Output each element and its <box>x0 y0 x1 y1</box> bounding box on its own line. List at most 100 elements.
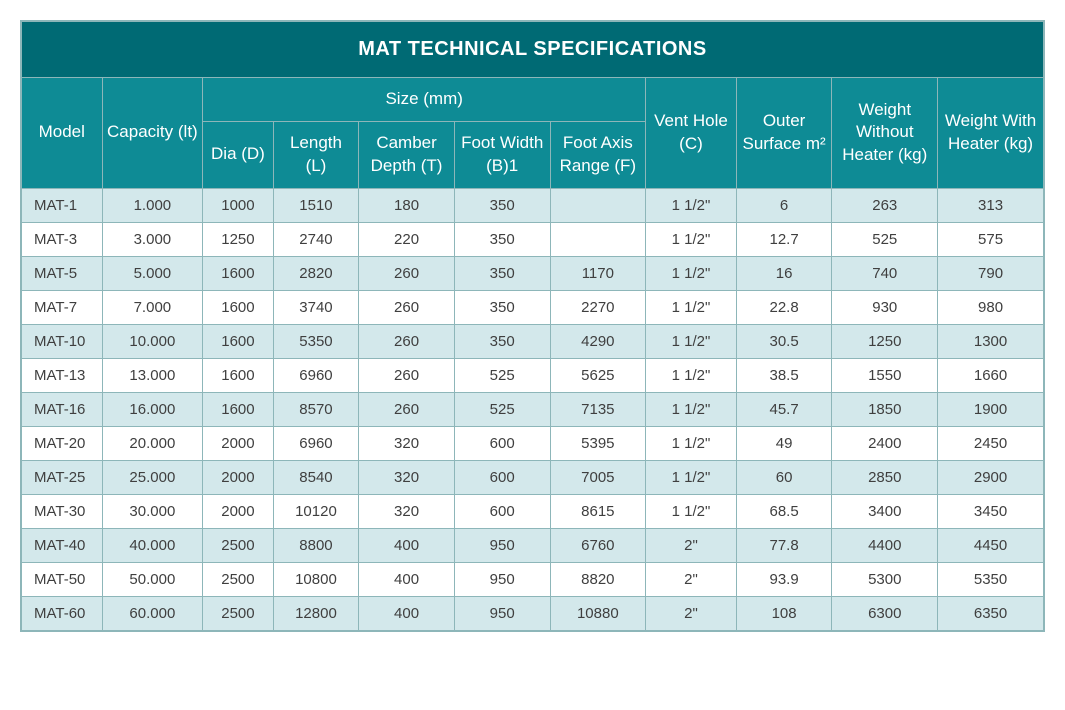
cell-ww: 4450 <box>938 528 1044 562</box>
cell-outer: 22.8 <box>736 290 832 324</box>
col-dia-header: Dia (D) <box>203 121 273 188</box>
cell-camber: 400 <box>359 562 455 596</box>
table-row: MAT-33.000125027402203501 1/2"12.7525575 <box>22 222 1044 256</box>
cell-outer: 6 <box>736 188 832 222</box>
cell-vent: 1 1/2" <box>646 460 737 494</box>
cell-footax: 2270 <box>550 290 646 324</box>
cell-ww: 790 <box>938 256 1044 290</box>
cell-wwo: 263 <box>832 188 938 222</box>
cell-dia: 2000 <box>203 494 273 528</box>
table-row: MAT-11.000100015101803501 1/2"6263313 <box>22 188 1044 222</box>
cell-footax: 7135 <box>550 392 646 426</box>
cell-wwo: 525 <box>832 222 938 256</box>
col-camber-header: Camber Depth (T) <box>359 121 455 188</box>
cell-footax: 8820 <box>550 562 646 596</box>
table-row: MAT-1616.0001600857026052571351 1/2"45.7… <box>22 392 1044 426</box>
cell-length: 2820 <box>273 256 359 290</box>
cell-camber: 180 <box>359 188 455 222</box>
cell-vent: 1 1/2" <box>646 494 737 528</box>
table-row: MAT-2020.0002000696032060053951 1/2"4924… <box>22 426 1044 460</box>
cell-length: 12800 <box>273 596 359 630</box>
cell-footax <box>550 222 646 256</box>
cell-footax: 10880 <box>550 596 646 630</box>
cell-model: MAT-40 <box>22 528 103 562</box>
cell-wwo: 2400 <box>832 426 938 460</box>
spec-table: MAT TECHNICAL SPECIFICATIONS Model Capac… <box>21 21 1044 631</box>
cell-capacity: 40.000 <box>102 528 203 562</box>
cell-ww: 2450 <box>938 426 1044 460</box>
cell-dia: 1600 <box>203 358 273 392</box>
cell-model: MAT-13 <box>22 358 103 392</box>
col-footax-header: Foot Axis Range (F) <box>550 121 646 188</box>
cell-footax: 5625 <box>550 358 646 392</box>
cell-model: MAT-3 <box>22 222 103 256</box>
cell-vent: 1 1/2" <box>646 426 737 460</box>
col-wwo-header: Weight Without Heater (kg) <box>832 78 938 189</box>
cell-footax: 4290 <box>550 324 646 358</box>
cell-model: MAT-30 <box>22 494 103 528</box>
cell-outer: 49 <box>736 426 832 460</box>
cell-footax <box>550 188 646 222</box>
cell-capacity: 16.000 <box>102 392 203 426</box>
cell-ww: 1660 <box>938 358 1044 392</box>
cell-vent: 1 1/2" <box>646 222 737 256</box>
cell-model: MAT-5 <box>22 256 103 290</box>
cell-footax: 6760 <box>550 528 646 562</box>
cell-camber: 260 <box>359 256 455 290</box>
cell-dia: 2500 <box>203 596 273 630</box>
cell-camber: 260 <box>359 290 455 324</box>
cell-ww: 5350 <box>938 562 1044 596</box>
col-vent-header: Vent Hole (C) <box>646 78 737 189</box>
cell-footw: 350 <box>454 188 550 222</box>
cell-wwo: 4400 <box>832 528 938 562</box>
cell-model: MAT-7 <box>22 290 103 324</box>
table-row: MAT-4040.0002500880040095067602"77.84400… <box>22 528 1044 562</box>
spec-table-container: MAT TECHNICAL SPECIFICATIONS Model Capac… <box>20 20 1045 632</box>
table-row: MAT-5050.00025001080040095088202"93.9530… <box>22 562 1044 596</box>
cell-vent: 2" <box>646 528 737 562</box>
cell-wwo: 5300 <box>832 562 938 596</box>
cell-wwo: 2850 <box>832 460 938 494</box>
header-row-1: Model Capacity (lt) Size (mm) Vent Hole … <box>22 78 1044 122</box>
cell-outer: 93.9 <box>736 562 832 596</box>
cell-length: 5350 <box>273 324 359 358</box>
table-row: MAT-2525.0002000854032060070051 1/2"6028… <box>22 460 1044 494</box>
table-row: MAT-3030.00020001012032060086151 1/2"68.… <box>22 494 1044 528</box>
cell-dia: 1600 <box>203 256 273 290</box>
cell-wwo: 6300 <box>832 596 938 630</box>
cell-wwo: 740 <box>832 256 938 290</box>
cell-outer: 77.8 <box>736 528 832 562</box>
cell-length: 8800 <box>273 528 359 562</box>
cell-length: 10800 <box>273 562 359 596</box>
cell-ww: 313 <box>938 188 1044 222</box>
cell-ww: 1900 <box>938 392 1044 426</box>
cell-model: MAT-10 <box>22 324 103 358</box>
cell-ww: 980 <box>938 290 1044 324</box>
cell-outer: 68.5 <box>736 494 832 528</box>
cell-vent: 1 1/2" <box>646 188 737 222</box>
cell-camber: 400 <box>359 528 455 562</box>
table-body: MAT-11.000100015101803501 1/2"6263313MAT… <box>22 188 1044 630</box>
cell-camber: 320 <box>359 426 455 460</box>
cell-wwo: 930 <box>832 290 938 324</box>
table-head: MAT TECHNICAL SPECIFICATIONS Model Capac… <box>22 22 1044 189</box>
cell-camber: 400 <box>359 596 455 630</box>
cell-vent: 2" <box>646 562 737 596</box>
col-capacity-header: Capacity (lt) <box>102 78 203 189</box>
cell-footw: 350 <box>454 256 550 290</box>
col-ww-header: Weight With Heater (kg) <box>938 78 1044 189</box>
cell-footw: 950 <box>454 596 550 630</box>
cell-outer: 38.5 <box>736 358 832 392</box>
cell-capacity: 20.000 <box>102 426 203 460</box>
cell-outer: 30.5 <box>736 324 832 358</box>
table-row: MAT-1010.0001600535026035042901 1/2"30.5… <box>22 324 1044 358</box>
cell-dia: 2000 <box>203 460 273 494</box>
table-title: MAT TECHNICAL SPECIFICATIONS <box>22 22 1044 78</box>
cell-footw: 600 <box>454 460 550 494</box>
cell-capacity: 50.000 <box>102 562 203 596</box>
table-row: MAT-6060.000250012800400950108802"108630… <box>22 596 1044 630</box>
col-model-header: Model <box>22 78 103 189</box>
cell-capacity: 13.000 <box>102 358 203 392</box>
cell-length: 2740 <box>273 222 359 256</box>
cell-wwo: 3400 <box>832 494 938 528</box>
